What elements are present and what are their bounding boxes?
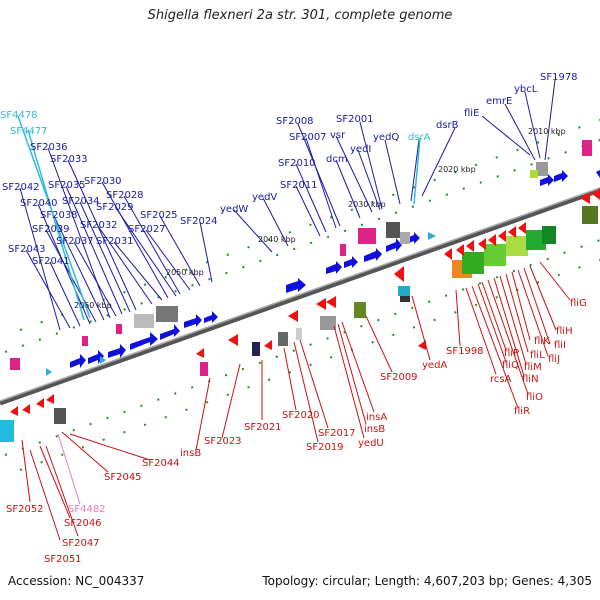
label-fliK[interactable]: fliK [534, 336, 550, 347]
highlight-leader-lines [17, 115, 421, 321]
label-fliM[interactable]: fliM [524, 362, 542, 373]
reverse-genes[interactable] [10, 188, 600, 416]
label-SF1998[interactable]: SF1998 [446, 346, 484, 357]
label-SF2011[interactable]: SF2011 [280, 180, 318, 191]
label-SF2034[interactable]: SF2034 [62, 196, 100, 207]
label-fliO[interactable]: fliO [526, 392, 543, 403]
accession-text: Accession: NC_004337 [8, 574, 145, 588]
inner-track-dots [19, 119, 600, 471]
label-dsrB[interactable]: dsrB [436, 120, 459, 131]
label-SF2028[interactable]: SF2028 [106, 190, 144, 201]
label-SF2010[interactable]: SF2010 [278, 158, 316, 169]
fli-operon-blocks[interactable] [452, 226, 556, 278]
label-SF2024[interactable]: SF2024 [180, 216, 218, 227]
label-SF2047[interactable]: SF2047 [62, 538, 100, 549]
label-dsrA[interactable]: dsrA [408, 132, 431, 143]
label-SF2031[interactable]: SF2031 [96, 236, 134, 247]
label-SF2046[interactable]: SF2046 [64, 518, 102, 529]
label-yedI[interactable]: yedI [350, 144, 371, 155]
label-SF2023[interactable]: SF2023 [204, 436, 242, 447]
label-fliI[interactable]: fliI [554, 340, 566, 351]
scale-2030: 2030 kbp [348, 200, 386, 209]
mobile-elements[interactable] [0, 140, 598, 442]
label-SF2041[interactable]: SF2041 [32, 256, 70, 267]
label-SF2007[interactable]: SF2007 [289, 132, 327, 143]
label-SF2008[interactable]: SF2008 [276, 116, 314, 127]
top-labels: SF1978 ybcL emrE fliE dsrB dsrA yedQ SF2… [0, 72, 578, 267]
label-insB[interactable]: insB [364, 424, 385, 435]
label-SF2044[interactable]: SF2044 [142, 458, 180, 469]
label-ybcL[interactable]: ybcL [514, 84, 538, 95]
scale-2060: 2060 kbp [74, 301, 112, 310]
label-SF2020[interactable]: SF2020 [282, 410, 320, 421]
label-SF2052[interactable]: SF2052 [6, 504, 44, 515]
label-fliL[interactable]: fliL [530, 350, 545, 361]
pink-leader-lines [57, 433, 81, 505]
label-SF2051[interactable]: SF2051 [44, 554, 82, 565]
label-SF2027[interactable]: SF2027 [128, 224, 166, 235]
label-insA[interactable]: insA [366, 412, 387, 423]
bottom-leader-lines [21, 261, 571, 541]
backbone [0, 187, 600, 406]
label-fliJ[interactable]: fliJ [548, 354, 560, 365]
label-yedU[interactable]: yedU [358, 438, 384, 449]
bottom-labels: fliG fliH fliI fliJ fliK fliL fliM fliN … [6, 298, 587, 565]
forward-genes-highlight [46, 232, 436, 376]
label-SF2038[interactable]: SF2038 [40, 210, 78, 221]
scale-2020: 2020 kbp [438, 165, 476, 174]
scale-2040: 2040 kbp [258, 235, 296, 244]
label-SF2040[interactable]: SF2040 [20, 198, 58, 209]
label-SF2017[interactable]: SF2017 [318, 428, 356, 439]
label-fliN[interactable]: fliN [522, 374, 539, 385]
label-dcm[interactable]: dcm [326, 154, 348, 165]
label-vsr[interactable]: vsr [330, 130, 346, 141]
label-fliP[interactable]: fliP [504, 348, 519, 359]
label-SF2030[interactable]: SF2030 [84, 176, 122, 187]
label-SF1978[interactable]: SF1978 [540, 72, 578, 83]
genome-meta-text: Topology: circular; Length: 4,607,203 bp… [262, 574, 592, 588]
label-fliH[interactable]: fliH [556, 326, 573, 337]
label-SF2036[interactable]: SF2036 [30, 142, 68, 153]
label-SF4482[interactable]: SF4482 [68, 504, 106, 515]
top-leader-lines [19, 79, 556, 331]
label-SF2039[interactable]: SF2039 [32, 224, 70, 235]
label-SF2001[interactable]: SF2001 [336, 114, 374, 125]
label-SF2035[interactable]: SF2035 [48, 180, 86, 191]
label-SF2037[interactable]: SF2037 [56, 236, 94, 247]
scale-labels: 2010 kbp 2020 kbp 2030 kbp 2040 kbp 2050… [74, 127, 566, 310]
label-insB-2[interactable]: insB [180, 448, 201, 459]
label-SF2021[interactable]: SF2021 [244, 422, 282, 433]
label-SF4478[interactable]: SF4478 [0, 110, 38, 121]
map-title: Shigella flexneri 2a str. 301, complete … [147, 8, 453, 23]
label-emrE[interactable]: emrE [486, 96, 512, 107]
label-SF2032[interactable]: SF2032 [80, 220, 118, 231]
scale-2050: 2050 kbp [166, 268, 204, 277]
label-SF4477[interactable]: SF4477 [10, 126, 48, 137]
label-fliR[interactable]: fliR [514, 406, 530, 417]
label-yedQ[interactable]: yedQ [373, 132, 399, 143]
label-SF2033[interactable]: SF2033 [50, 154, 88, 165]
label-SF2045[interactable]: SF2045 [104, 472, 142, 483]
label-fliQ[interactable]: fliQ [502, 360, 519, 371]
label-SF2025[interactable]: SF2025 [140, 210, 178, 221]
label-yedW[interactable]: yedW [220, 204, 248, 215]
label-SF2042[interactable]: SF2042 [2, 182, 40, 193]
label-SF2029[interactable]: SF2029 [96, 202, 134, 213]
label-yedV[interactable]: yedV [252, 192, 277, 203]
label-SF2009[interactable]: SF2009 [380, 372, 418, 383]
label-fliE[interactable]: fliE [464, 108, 479, 119]
label-SF2019[interactable]: SF2019 [306, 442, 344, 453]
label-fliG[interactable]: fliG [570, 298, 587, 309]
label-yedA[interactable]: yedA [422, 360, 447, 371]
forward-genes[interactable] [70, 170, 600, 368]
label-rcsA[interactable]: rcsA [490, 374, 512, 385]
label-SF2043[interactable]: SF2043 [8, 244, 46, 255]
scale-2010: 2010 kbp [528, 127, 566, 136]
